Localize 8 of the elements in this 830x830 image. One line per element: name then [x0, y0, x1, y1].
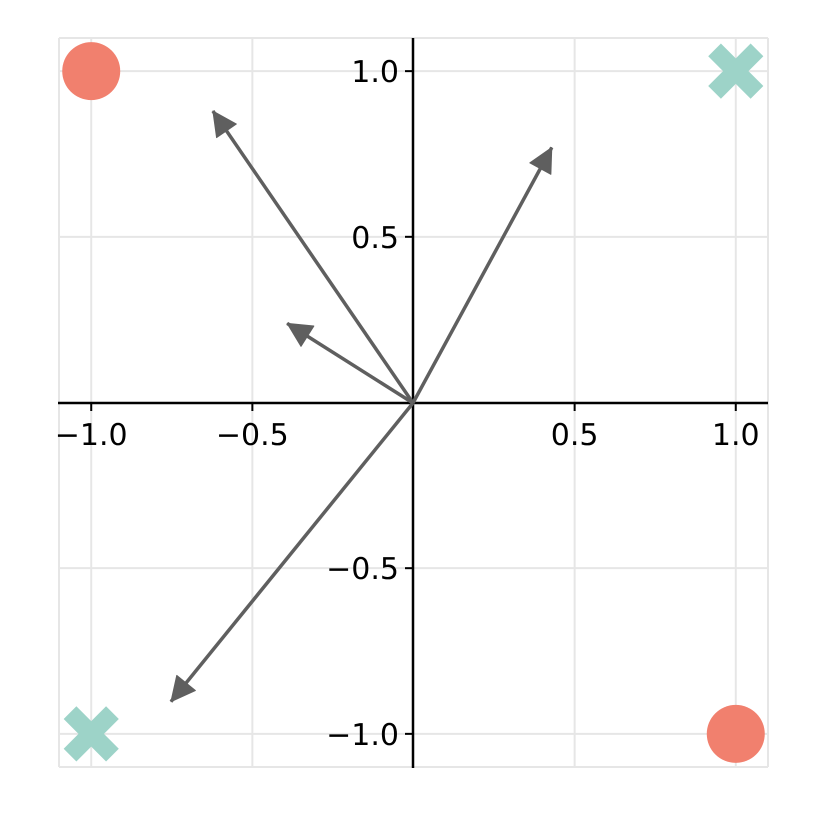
y-tick-label: −1.0: [326, 718, 399, 753]
x-tick-label: −1.0: [54, 418, 128, 453]
y-tick-label: −0.5: [326, 552, 399, 588]
x-tick-label: 1.0: [712, 418, 760, 453]
y-tick-label: 0.5: [351, 220, 399, 256]
y-tick-label: 1.0: [351, 55, 399, 90]
x-tick-label: 0.5: [550, 418, 598, 453]
x-tick-label: −0.5: [216, 418, 289, 453]
